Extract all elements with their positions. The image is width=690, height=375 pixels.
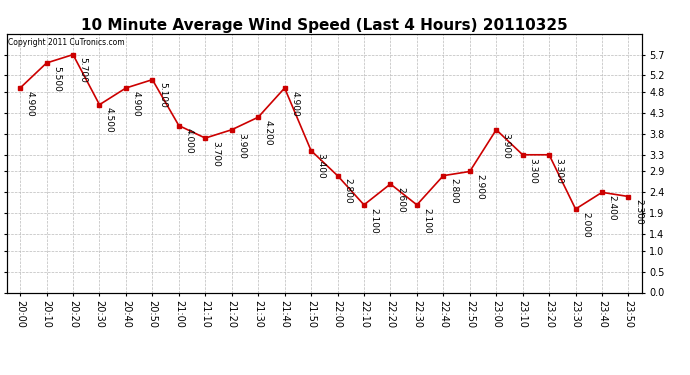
Text: 4.900: 4.900 (26, 91, 34, 117)
Text: 2.000: 2.000 (581, 212, 590, 237)
Text: 3.700: 3.700 (211, 141, 220, 167)
Text: 5.100: 5.100 (158, 82, 167, 108)
Text: 3.300: 3.300 (555, 158, 564, 183)
Text: 2.600: 2.600 (396, 187, 405, 213)
Text: 2.400: 2.400 (608, 195, 617, 221)
Text: 2.100: 2.100 (370, 208, 379, 233)
Text: 4.000: 4.000 (184, 128, 193, 154)
Text: 5.500: 5.500 (52, 66, 61, 92)
Text: 2.100: 2.100 (422, 208, 431, 233)
Text: 4.900: 4.900 (290, 91, 299, 117)
Text: 3.400: 3.400 (317, 153, 326, 179)
Text: 4.900: 4.900 (132, 91, 141, 117)
Text: 2.900: 2.900 (475, 174, 484, 200)
Text: 2.300: 2.300 (634, 199, 643, 225)
Text: 3.300: 3.300 (529, 158, 538, 183)
Text: 4.500: 4.500 (105, 108, 114, 133)
Text: 2.800: 2.800 (449, 178, 458, 204)
Text: 3.900: 3.900 (502, 132, 511, 158)
Text: Copyright 2011 CuTronics.com: Copyright 2011 CuTronics.com (8, 38, 125, 46)
Text: 2.800: 2.800 (343, 178, 352, 204)
Text: 5.700: 5.700 (79, 57, 88, 83)
Text: 3.900: 3.900 (237, 132, 246, 158)
Title: 10 Minute Average Wind Speed (Last 4 Hours) 20110325: 10 Minute Average Wind Speed (Last 4 Hou… (81, 18, 568, 33)
Text: 4.200: 4.200 (264, 120, 273, 146)
